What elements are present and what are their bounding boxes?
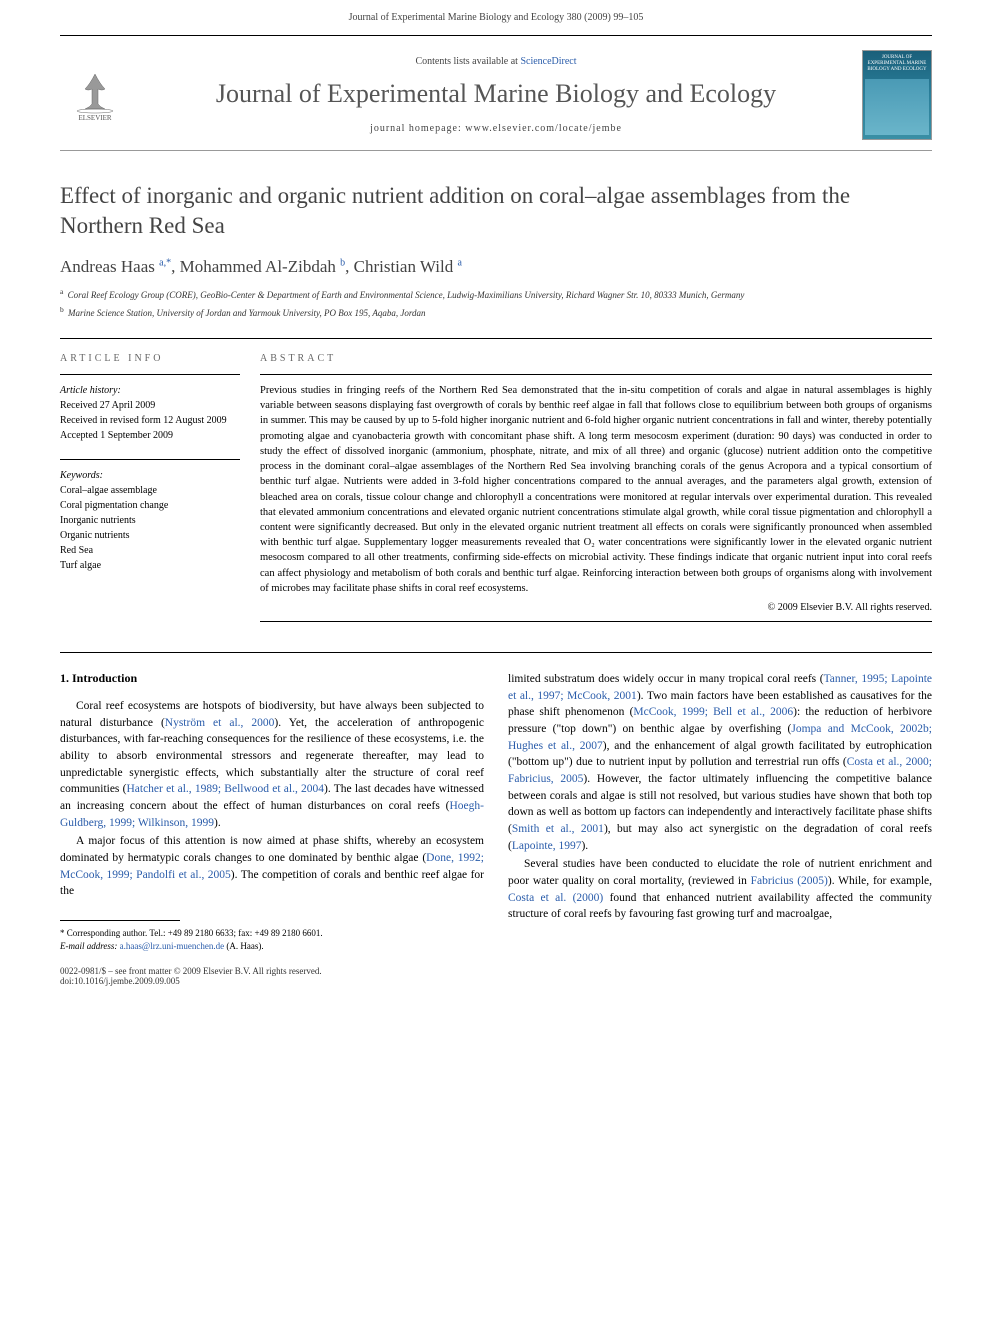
author-1: Andreas Haas a,*	[60, 257, 171, 276]
corresponding-author-footnote: * Corresponding author. Tel.: +49 89 218…	[60, 927, 484, 952]
keyword: Red Sea	[60, 543, 240, 558]
contents-available: Contents lists available at ScienceDirec…	[130, 56, 862, 67]
body-section: 1. Introduction Coral reef ecosystems ar…	[60, 652, 932, 952]
intro-heading: 1. Introduction	[60, 671, 484, 686]
article-content: Effect of inorganic and organic nutrient…	[60, 151, 932, 952]
article-meta-row: ARTICLE INFO Article history: Received 2…	[60, 338, 932, 622]
citation-link[interactable]: Hatcher et al., 1989; Bellwood et al., 2…	[126, 783, 324, 795]
article-title: Effect of inorganic and organic nutrient…	[60, 181, 932, 241]
homepage-url[interactable]: www.elsevier.com/locate/jembe	[465, 123, 622, 134]
citation-link[interactable]: Lapointe, 1997	[512, 840, 582, 852]
citation-link[interactable]: Nyström et al., 2000	[165, 717, 275, 729]
keyword: Coral–algae assemblage	[60, 483, 240, 498]
footer-copyright: 0022-0981/$ – see front matter © 2009 El…	[60, 966, 932, 976]
keywords-label: Keywords:	[60, 468, 240, 483]
body-paragraph: Several studies have been conducted to e…	[508, 856, 932, 923]
citation-link[interactable]: McCook, 1999; Bell et al., 2006	[633, 706, 793, 718]
abstract-heading: ABSTRACT	[260, 353, 932, 364]
keyword: Turf algae	[60, 558, 240, 573]
authors-list: Andreas Haas a,*, Mohammed Al-Zibdah b, …	[60, 257, 932, 277]
body-paragraph: limited substratum does widely occur in …	[508, 671, 932, 854]
publisher-logo: ELSEVIER	[60, 60, 130, 130]
author-2: Mohammed Al-Zibdah b	[180, 257, 346, 276]
footnote-separator	[60, 920, 180, 921]
header-divider	[60, 35, 932, 36]
citation-text: Journal of Experimental Marine Biology a…	[349, 12, 644, 23]
body-paragraph: A major focus of this attention is now a…	[60, 833, 484, 900]
abstract-copyright: © 2009 Elsevier B.V. All rights reserved…	[260, 602, 932, 613]
corr-email: E-mail address: a.haas@lrz.uni-muenchen.…	[60, 940, 484, 953]
body-paragraph: Coral reef ecosystems are hotspots of bi…	[60, 698, 484, 831]
email-link[interactable]: a.haas@lrz.uni-muenchen.de	[120, 941, 225, 951]
article-info-heading: ARTICLE INFO	[60, 353, 240, 364]
journal-masthead: ELSEVIER Contents lists available at Sci…	[60, 40, 932, 151]
sciencedirect-link[interactable]: ScienceDirect	[520, 56, 576, 67]
body-column-left: 1. Introduction Coral reef ecosystems ar…	[60, 671, 484, 952]
keyword: Coral pigmentation change	[60, 498, 240, 513]
page-footer: 0022-0981/$ – see front matter © 2009 El…	[60, 952, 932, 986]
citation-link[interactable]: Smith et al., 2001	[512, 823, 604, 835]
page-header: Journal of Experimental Marine Biology a…	[0, 0, 992, 31]
footer-doi: doi:10.1016/j.jembe.2009.09.005	[60, 976, 932, 986]
citation-link[interactable]: Costa et al. (2000)	[508, 892, 603, 904]
abstract-text: Previous studies in fringing reefs of th…	[260, 383, 932, 596]
publisher-label: ELSEVIER	[78, 114, 111, 122]
history-item: Received 27 April 2009	[60, 398, 240, 413]
affiliation-a: a Coral Reef Ecology Group (CORE), GeoBi…	[60, 287, 932, 302]
cover-image-placeholder	[865, 79, 929, 135]
author-3: Christian Wild a	[354, 257, 462, 276]
cover-title: JOURNAL OF EXPERIMENTAL MARINE BIOLOGY A…	[865, 55, 929, 73]
affiliation-b: b Marine Science Station, University of …	[60, 305, 932, 320]
journal-homepage: journal homepage: www.elsevier.com/locat…	[130, 123, 862, 134]
article-history: Article history: Received 27 April 2009 …	[60, 383, 240, 443]
article-info-column: ARTICLE INFO Article history: Received 2…	[60, 353, 260, 622]
journal-cover-thumbnail: JOURNAL OF EXPERIMENTAL MARINE BIOLOGY A…	[862, 50, 932, 140]
history-item: Accepted 1 September 2009	[60, 428, 240, 443]
keyword: Organic nutrients	[60, 528, 240, 543]
journal-name: Journal of Experimental Marine Biology a…	[130, 79, 862, 109]
citation-link[interactable]: Fabricius (2005)	[751, 875, 828, 887]
history-label: Article history:	[60, 383, 240, 398]
corr-author-text: * Corresponding author. Tel.: +49 89 218…	[60, 927, 484, 940]
body-columns: 1. Introduction Coral reef ecosystems ar…	[60, 671, 932, 952]
abstract-column: ABSTRACT Previous studies in fringing re…	[260, 353, 932, 622]
history-item: Received in revised form 12 August 2009	[60, 413, 240, 428]
masthead-center: Contents lists available at ScienceDirec…	[130, 56, 862, 134]
keyword: Inorganic nutrients	[60, 513, 240, 528]
body-column-right: limited substratum does widely occur in …	[508, 671, 932, 952]
elsevier-tree-icon	[70, 69, 120, 114]
keywords-block: Keywords: Coral–algae assemblage Coral p…	[60, 468, 240, 573]
